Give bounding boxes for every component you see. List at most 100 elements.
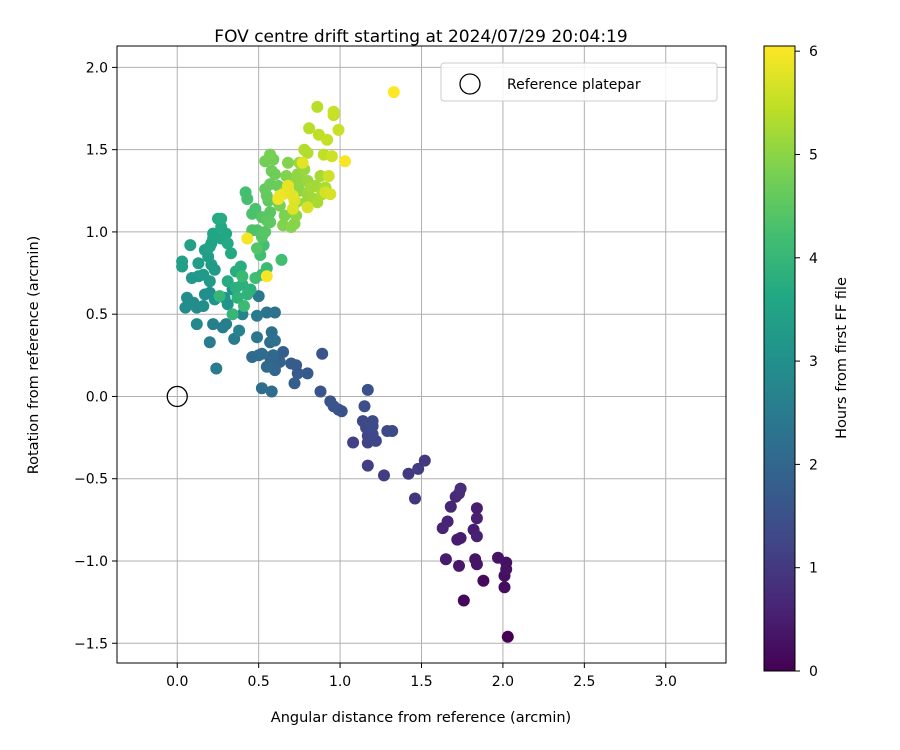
- y-tick-label: −1.5: [74, 636, 108, 652]
- y-tick-label: 0.0: [86, 389, 108, 405]
- data-point: [197, 268, 210, 281]
- data-point: [457, 594, 470, 607]
- grid-lines: [117, 46, 726, 663]
- data-point: [314, 170, 327, 182]
- legend-label: Reference platepar: [507, 77, 641, 93]
- data-point: [221, 298, 234, 311]
- data-point: [255, 347, 268, 360]
- data-point: [233, 324, 246, 337]
- data-point: [296, 156, 309, 169]
- data-point: [251, 331, 263, 344]
- data-point: [221, 275, 234, 288]
- data-point: [280, 170, 293, 182]
- colorbar-tick-label: 4: [809, 251, 818, 267]
- data-point: [451, 533, 464, 546]
- data-point: [241, 193, 254, 205]
- data-point: [241, 232, 254, 245]
- data-point: [441, 515, 454, 528]
- legend-reference-marker: [459, 73, 481, 95]
- x-tick-label: 1.5: [410, 674, 432, 690]
- data-point: [409, 492, 421, 505]
- data-point: [492, 551, 504, 564]
- data-point: [314, 385, 327, 398]
- colorbar-label: Hours from first FF file: [834, 277, 850, 439]
- chart-title: FOV centre drift starting at 2024/07/29 …: [214, 27, 627, 47]
- data-point: [327, 400, 340, 413]
- data-point: [386, 425, 399, 437]
- data-point: [184, 239, 197, 252]
- data-point: [268, 334, 281, 347]
- data-point: [220, 318, 233, 331]
- colorbar-tick-label: 1: [809, 561, 818, 577]
- data-point: [234, 260, 247, 273]
- colorbar-tick-label: 5: [809, 147, 818, 163]
- data-point: [453, 559, 465, 572]
- data-point: [264, 148, 277, 161]
- data-point: [236, 270, 249, 283]
- y-axis-label: Rotation from reference (arcmin): [26, 236, 42, 475]
- data-point: [197, 300, 210, 312]
- data-point: [311, 100, 324, 113]
- data-point: [356, 415, 369, 428]
- data-point: [221, 237, 234, 250]
- colorbar-gradient: [763, 45, 796, 672]
- y-tick-label: 1.5: [86, 143, 108, 159]
- data-point: [251, 309, 263, 322]
- data-point: [378, 469, 390, 482]
- data-point: [260, 306, 273, 319]
- data-point: [418, 454, 431, 467]
- data-point: [238, 300, 250, 312]
- data-point: [285, 357, 298, 370]
- reference-marker: [166, 385, 188, 408]
- x-tick-label: 2.0: [492, 674, 514, 690]
- data-point: [412, 462, 425, 475]
- data-point: [288, 377, 301, 390]
- colorbar: 0 1 2 3 4 5 6 Hours from first FF file: [763, 44, 850, 680]
- data-point: [272, 193, 285, 205]
- data-point: [339, 155, 351, 168]
- data-point: [361, 383, 374, 396]
- legend-box: [440, 62, 718, 102]
- colorbar-tick-label: 2: [809, 457, 818, 473]
- data-point: [286, 189, 299, 202]
- x-tick-label: 2.5: [573, 674, 595, 690]
- data-point: [267, 349, 280, 362]
- data-point: [347, 436, 360, 449]
- data-point: [264, 216, 277, 229]
- data-point: [241, 288, 254, 301]
- data-point: [322, 170, 335, 182]
- data-point: [309, 179, 322, 192]
- data-point: [286, 202, 299, 215]
- data-point: [303, 122, 316, 135]
- data-point: [402, 467, 415, 480]
- data-point: [327, 105, 340, 118]
- y-tick-label: 2.0: [86, 60, 108, 76]
- reference-platepar-marker: [166, 385, 188, 408]
- data-point: [207, 318, 220, 331]
- data-point: [321, 133, 334, 146]
- y-tick-label: −0.5: [74, 472, 108, 488]
- data-point: [251, 242, 263, 255]
- data-point: [470, 530, 483, 543]
- data-point: [454, 482, 467, 495]
- y-tick-label: 0.5: [86, 307, 108, 323]
- data-point: [231, 291, 244, 304]
- data-point: [176, 255, 189, 268]
- data-point: [249, 272, 262, 284]
- x-tick-label: 0.0: [166, 674, 188, 690]
- data-point: [282, 156, 294, 169]
- colorbar-tick-label: 3: [809, 354, 818, 370]
- x-axis-ticks: 0.0 0.5 1.0 1.5 2.0 2.5 3.0: [166, 663, 677, 690]
- y-axis-ticks: −1.5 −1.0 −0.5 0.0 0.5 1.0 1.5 2.0: [74, 60, 117, 652]
- data-point: [470, 502, 483, 515]
- data-point: [181, 291, 193, 304]
- data-point: [192, 257, 205, 270]
- x-axis-label: Angular distance from reference (arcmin): [271, 710, 571, 726]
- data-point: [255, 382, 268, 395]
- data-point: [470, 558, 483, 571]
- data-point: [225, 247, 237, 260]
- data-point: [387, 86, 400, 99]
- data-point: [366, 420, 379, 433]
- x-tick-label: 3.0: [655, 674, 677, 690]
